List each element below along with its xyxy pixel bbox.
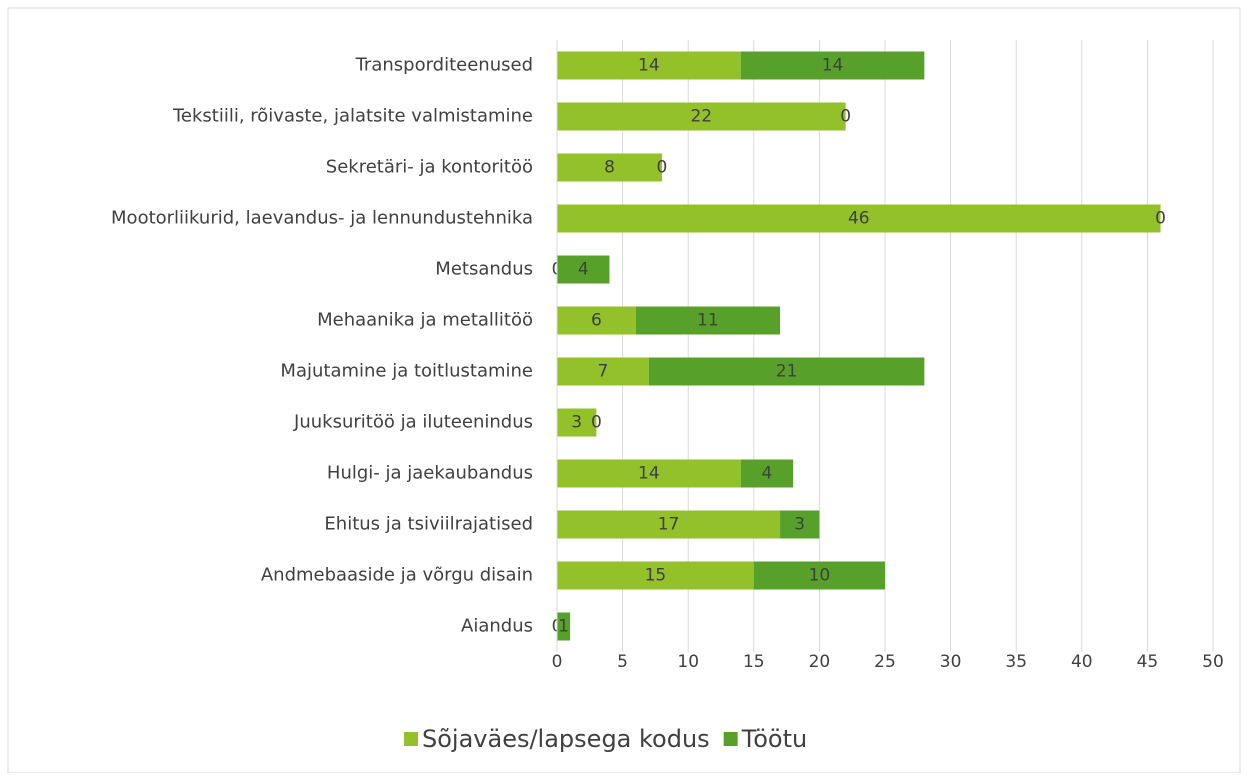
data-label: 14 (638, 464, 660, 484)
data-label: 0 (591, 413, 602, 433)
bar-segment (557, 408, 597, 437)
legend-swatch (404, 732, 418, 746)
data-label: 3 (794, 515, 805, 535)
y-tick-label: Metsandus (435, 259, 533, 280)
data-label: 0 (1155, 209, 1166, 229)
y-tick-label: Ehitus ja tsiviilrajatised (324, 514, 533, 535)
bar-segment (557, 204, 1161, 233)
legend-label: Sõjaväes/lapsega kodus (422, 725, 710, 753)
y-tick-label: Juuksuritöö ja iluteenindus (293, 412, 533, 433)
data-label: 11 (697, 311, 719, 331)
data-label: 14 (638, 56, 660, 76)
data-label: 46 (848, 209, 870, 229)
bar-segment (635, 306, 781, 335)
x-tick-label: 30 (940, 652, 962, 672)
x-tick-label: 50 (1202, 652, 1224, 672)
data-label: 10 (809, 566, 831, 586)
legend-swatch (723, 732, 738, 746)
x-tick-label: 0 (552, 652, 563, 672)
data-label: 7 (598, 362, 609, 382)
y-tick-label: Hulgi- ja jaekaubandus (327, 463, 533, 484)
y-tick-label: Mehaanika ja metallitöö (317, 310, 533, 331)
bar-segment (557, 459, 741, 488)
legend-label: Töötu (741, 725, 808, 753)
data-label: 0 (657, 158, 668, 178)
bar-segment (740, 459, 794, 488)
data-label: 6 (591, 311, 602, 331)
bar-segment (557, 510, 781, 539)
bar-segment (780, 510, 820, 539)
data-label: 17 (658, 515, 680, 535)
bar-segment (557, 357, 649, 386)
y-tick-label: Sekretäri- ja kontoritöö (326, 157, 533, 178)
x-tick-label: 35 (1005, 652, 1027, 672)
bar-segment (557, 153, 662, 182)
bar-segment (557, 306, 636, 335)
data-label: 4 (762, 464, 773, 484)
bar-segment (557, 51, 741, 80)
data-label: 0 (840, 107, 851, 127)
data-label: 21 (776, 362, 798, 382)
x-tick-label: 20 (809, 652, 831, 672)
bar-segment (557, 612, 571, 641)
y-tick-label: Andmebaaside ja võrgu disain (261, 565, 533, 586)
y-tick-label: Tekstiili, rõivaste, jalatsite valmistam… (172, 106, 533, 127)
x-tick-label: 5 (617, 652, 628, 672)
data-label: 22 (690, 107, 712, 127)
data-label: 8 (604, 158, 615, 178)
bar-segment (557, 561, 754, 590)
data-label: 3 (571, 413, 582, 433)
y-tick-label: Aiandus (461, 616, 533, 637)
x-tick-label: 15 (743, 652, 765, 672)
y-tick-label: Mootorliikurid, laevandus- ja lennundust… (111, 208, 533, 229)
x-tick-label: 25 (874, 652, 896, 672)
bar-segment (740, 51, 925, 80)
x-tick-label: 45 (1137, 652, 1159, 672)
data-label: 1 (558, 617, 569, 637)
bar-segment (648, 357, 925, 386)
y-tick-label: Majutamine ja toitlustamine (280, 361, 533, 382)
bar-segment (557, 102, 846, 131)
data-label: 15 (645, 566, 667, 586)
bar-segment (557, 255, 610, 284)
data-label: 14 (822, 56, 844, 76)
y-tick-label: Transporditeenused (355, 55, 533, 76)
x-tick-label: 40 (1071, 652, 1093, 672)
x-tick-label: 10 (677, 652, 699, 672)
bar-segment (753, 561, 885, 590)
data-label: 4 (578, 260, 589, 280)
chart-frame (7, 7, 1241, 774)
